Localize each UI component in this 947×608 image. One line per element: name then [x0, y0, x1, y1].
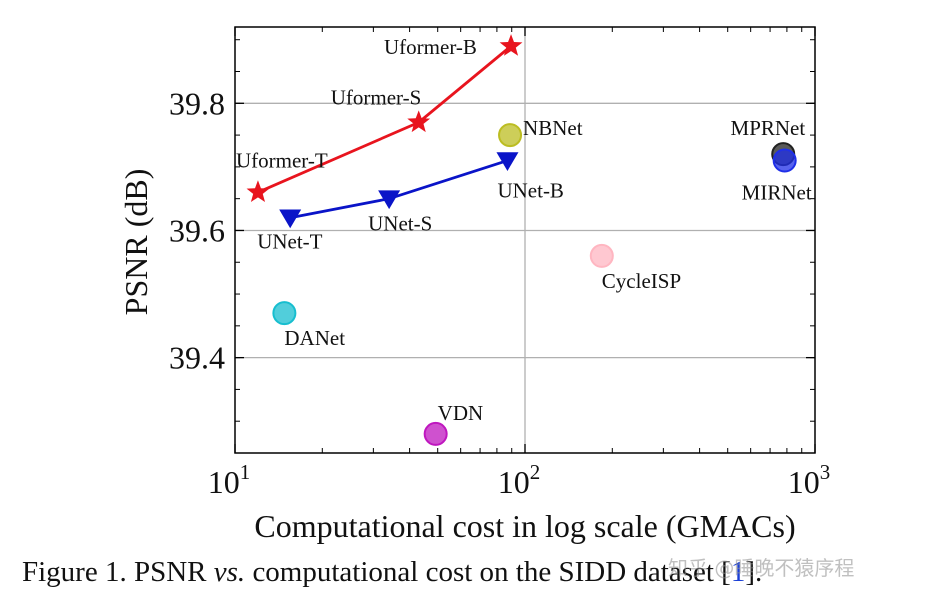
unet-s-label: UNet-S	[368, 212, 432, 236]
nbnet-marker	[498, 123, 523, 148]
cycleisp-marker	[589, 243, 614, 268]
y-tick-label: 39.4	[169, 340, 225, 376]
mirnet-marker	[772, 148, 797, 173]
uformer-t-marker	[246, 180, 270, 203]
uformer-t-label: Uformer-T	[236, 148, 328, 172]
caption-italic: vs.	[213, 556, 246, 588]
caption-suffix: computational cost on the SIDD dataset [	[245, 556, 731, 588]
y-tick-label: 39.6	[169, 212, 225, 248]
unet-t-label: UNet-T	[257, 230, 322, 254]
x-tick-label: 102	[498, 460, 541, 500]
x-tick-label: 103	[788, 460, 831, 500]
y-tick-label: 39.8	[169, 85, 225, 121]
unet-b-marker	[496, 152, 519, 171]
cycleisp-label: CycleISP	[602, 269, 681, 293]
figure-caption: Figure 1. PSNR vs. computational cost on…	[22, 556, 942, 589]
x-tick-label: 101	[208, 460, 251, 500]
mirnet-label: MIRNet	[742, 181, 812, 205]
y-axis-label: PSNR (dB)	[118, 169, 154, 316]
nbnet-label: NBNet	[523, 116, 583, 140]
mprnet-label: MPRNet	[731, 116, 806, 140]
watermark: 知乎 @睡晚不猿序程	[668, 556, 855, 580]
vdn-label: VDN	[438, 401, 484, 425]
danet-label: DANet	[284, 326, 345, 350]
uformer-b-label: Uformer-B	[384, 35, 477, 59]
caption-end: ].	[745, 556, 763, 588]
uformer-s-marker	[407, 110, 431, 133]
caption-prefix: Figure 1. PSNR	[22, 556, 214, 588]
uformer-b-marker	[499, 34, 523, 56]
plot-frame	[234, 26, 816, 454]
unet-b-label: UNet-B	[497, 179, 564, 203]
danet-marker	[272, 301, 297, 326]
uformer-s-label: Uformer-S	[331, 85, 422, 109]
unet-s-marker	[378, 190, 401, 210]
vdn-marker	[423, 421, 448, 446]
unet-t-marker	[279, 209, 302, 229]
caption-ref-link[interactable]: 1	[730, 556, 746, 588]
x-axis-label: Computational cost in log scale (GMACs)	[254, 508, 795, 544]
